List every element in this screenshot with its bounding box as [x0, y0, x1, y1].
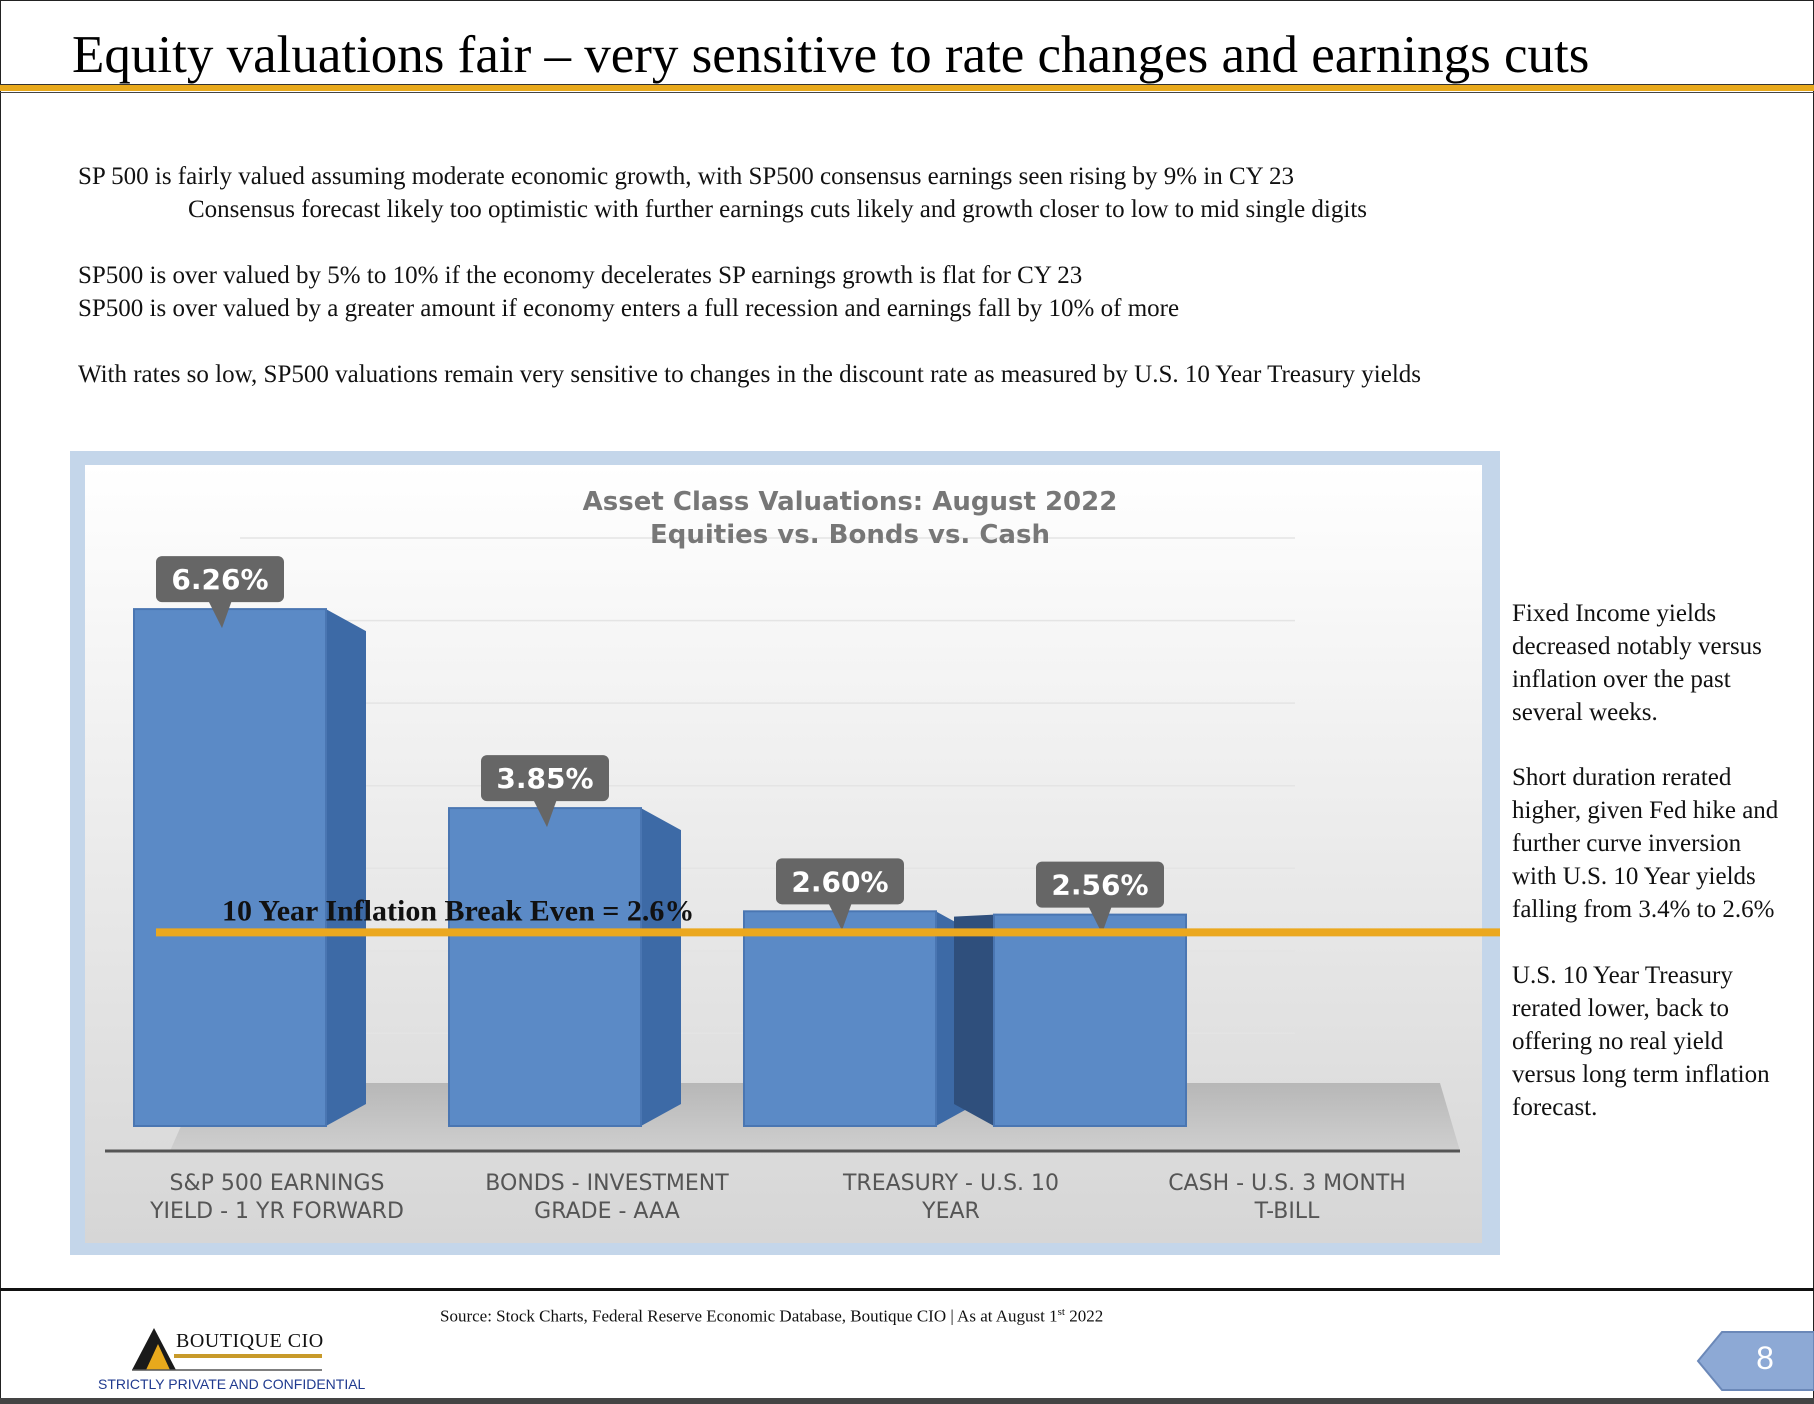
sidebar-paragraph-3: U.S. 10 Year Treasury rerated lower, bac…	[1512, 959, 1770, 1124]
data-label-pointer	[1088, 905, 1112, 934]
data-label-box	[776, 858, 904, 905]
data-label-pointer	[208, 600, 232, 629]
bottom-rule	[0, 1398, 1814, 1404]
confidential-notice: STRICTLY PRIVATE AND CONFIDENTIAL	[98, 1376, 366, 1392]
sidebar-line: falling from 3.4% to 2.6%	[1512, 896, 1775, 923]
sidebar-line: U.S. 10 Year Treasury	[1512, 962, 1733, 989]
sidebar-line: decreased notably versus	[1512, 633, 1762, 660]
title-rule	[0, 92, 1814, 93]
x-tick-label: GRADE - AAA	[534, 1199, 680, 1224]
data-label-pointer	[533, 799, 557, 828]
bars-group	[133, 608, 1187, 1128]
x-tick-label: TREASURY - U.S. 10	[842, 1171, 1059, 1196]
data-label-box	[1036, 861, 1164, 908]
frame-top	[0, 0, 1814, 1]
page-number-badge	[1696, 1331, 1814, 1391]
data-label-pointer	[828, 902, 852, 931]
x-tick-label: CASH - U.S. 3 MONTH	[1168, 1171, 1406, 1196]
sidebar-line: rerated lower, back to	[1512, 995, 1729, 1022]
slide-title: Equity valuations fair – very sensitive …	[72, 26, 1590, 84]
data-label: 2.56%	[1051, 869, 1148, 902]
bar-side	[954, 914, 994, 1126]
data-label: 2.60%	[791, 865, 888, 898]
page-number: 8	[1756, 1340, 1774, 1376]
bar	[448, 807, 642, 1127]
bar-side	[641, 808, 681, 1126]
bar	[133, 608, 327, 1128]
bar	[993, 913, 1187, 1128]
source-year: 2022	[1065, 1306, 1104, 1326]
x-tick-label: S&P 500 EARNINGS	[169, 1171, 384, 1196]
sidebar-line: further curve inversion	[1512, 830, 1742, 857]
data-label-box	[156, 556, 284, 603]
sidebar-line: Fixed Income yields	[1512, 600, 1717, 627]
sidebar-line: Short duration rerated	[1512, 764, 1732, 791]
footer-rule	[0, 1288, 1814, 1291]
sidebar-line: higher, given Fed hike and	[1512, 797, 1779, 824]
body-line-4: SP500 is over valued by a greater amount…	[78, 295, 1180, 322]
sidebar-paragraph-2: Short duration rerated higher, given Fed…	[1512, 761, 1778, 926]
data-label: 6.26%	[171, 563, 268, 596]
x-tick-label: T-BILL	[1254, 1199, 1320, 1224]
chart-frame: Asset Class Valuations: August 2022 Equi…	[70, 451, 1500, 1255]
sidebar-line: with U.S. 10 Year yields	[1512, 863, 1756, 890]
bar-chart: Asset Class Valuations: August 2022 Equi…	[85, 465, 1500, 1243]
source-text: Source: Stock Charts, Federal Reserve Ec…	[440, 1306, 1058, 1326]
chart-title: Asset Class Valuations: August 2022	[583, 487, 1118, 517]
x-tick-label: BONDS - INVESTMENT	[485, 1171, 729, 1196]
frame-left	[0, 0, 1, 1404]
page-badge-shape	[1696, 1331, 1814, 1391]
data-label: 3.85%	[496, 762, 593, 795]
sidebar-line: versus long term inflation	[1512, 1061, 1770, 1088]
data-label-box	[481, 755, 609, 802]
title-underline	[0, 84, 1814, 91]
sidebar-line: several weeks.	[1512, 699, 1658, 726]
sidebar-line: offering no real yield	[1512, 1028, 1724, 1055]
logo-triangle-gold	[146, 1344, 170, 1370]
bar	[743, 910, 937, 1128]
x-tick-labels-group: S&P 500 EARNINGS YIELD - 1 YR FORWARD BOND…	[149, 1171, 1406, 1224]
sidebar-paragraph-1: Fixed Income yields decreased notably ve…	[1512, 597, 1762, 729]
sidebar-line: inflation over the past	[1512, 666, 1731, 693]
x-tick-label: YIELD - 1 YR FORWARD	[149, 1199, 404, 1224]
body-line-5: With rates so low, SP500 valuations rema…	[78, 361, 1421, 388]
brand-name: BOUTIQUE CIO	[176, 1330, 324, 1352]
source-note: Source: Stock Charts, Federal Reserve Ec…	[440, 1306, 1103, 1327]
sidebar-line: forecast.	[1512, 1094, 1598, 1121]
boutique-cio-logo	[132, 1328, 322, 1371]
data-labels-group: 6.26% 3.85% 2.60% 2.56%	[156, 556, 1164, 934]
x-tick-label: YEAR	[921, 1199, 980, 1224]
body-line-3: SP500 is over valued by 5% to 10% if the…	[78, 262, 1083, 289]
body-line-1: SP 500 is fairly valued assuming moderat…	[78, 163, 1295, 190]
breakeven-label: 10 Year Inflation Break Even = 2.6%	[222, 894, 694, 927]
bar-side	[326, 609, 366, 1126]
source-superscript: st	[1057, 1306, 1065, 1318]
body-line-2: Consensus forecast likely too optimistic…	[188, 196, 1367, 223]
chart-subtitle: Equities vs. Bonds vs. Cash	[650, 520, 1050, 550]
